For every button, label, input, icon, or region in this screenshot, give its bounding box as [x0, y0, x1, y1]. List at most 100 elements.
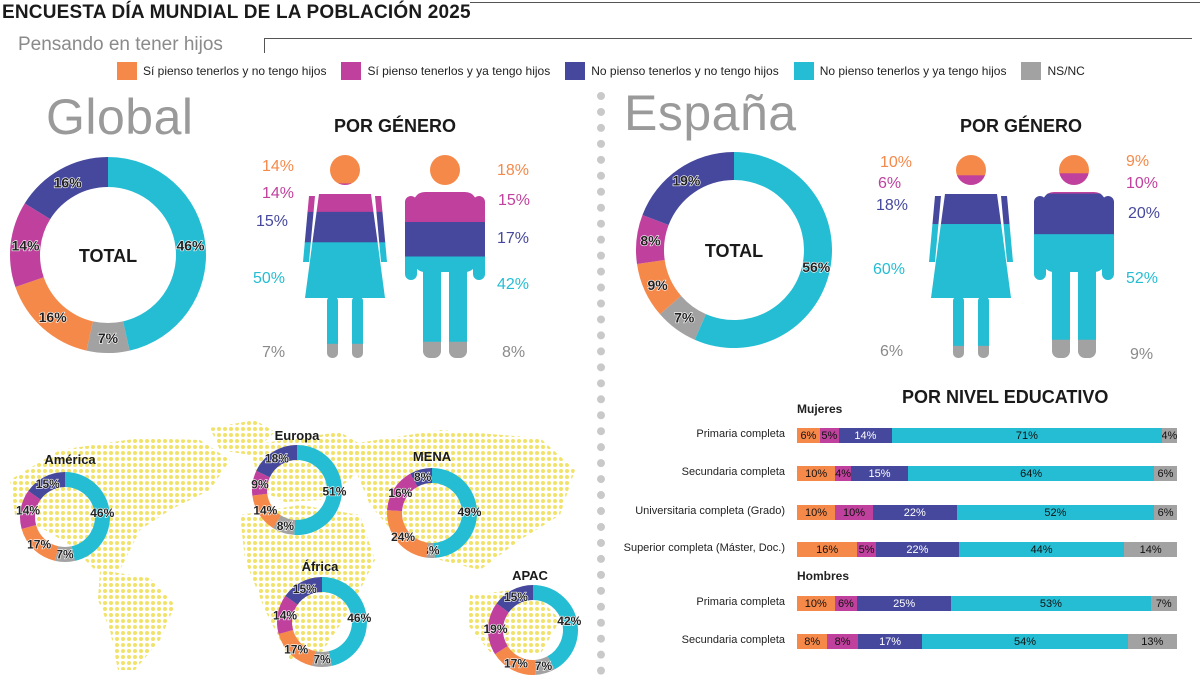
spain-man-band-si-ya	[1034, 173, 1114, 195]
global-woman-figure	[303, 155, 387, 358]
america-slice-nsnc	[55, 546, 75, 562]
global-total-label-no-no: 16%	[54, 174, 83, 190]
education-segment-nsnc: 4%	[1161, 428, 1177, 443]
education-segment-si-no: 10%	[797, 466, 836, 481]
europa-slice-no-ya	[294, 445, 342, 535]
spain-total-label-nsnc: 7%	[674, 310, 695, 326]
legend-item-si-ya: Sí pienso tenerlos y ya tengo hijos	[341, 62, 550, 80]
global-woman-band-no-ya	[303, 242, 387, 345]
header-rule	[470, 2, 1200, 3]
global-women-si-no: 14%	[262, 158, 295, 175]
america-label-no-ya: 46%	[90, 506, 114, 520]
legend-label: NS/NC	[1047, 64, 1085, 78]
education-segment-si-ya: 8%	[827, 634, 858, 649]
map-north-america	[10, 438, 230, 570]
spain-man-band-si-no	[1034, 155, 1114, 174]
education-bar: 10% 6% 25% 53% 7%	[797, 596, 1177, 611]
spain-woman-band-si-no	[929, 155, 1013, 176]
africa-label-si-ya: 14%	[273, 609, 297, 623]
education-segment-si-ya: 5%	[857, 542, 876, 557]
global-total-donut: 46% 7% 16% 14% 16% TOTAL	[9, 157, 206, 353]
europa-slice-si-ya	[252, 470, 270, 496]
global-men-si-no: 18%	[497, 162, 530, 179]
spain-title: España	[624, 85, 797, 141]
america-slice-no-no	[28, 472, 65, 500]
legend-swatch	[117, 62, 137, 80]
education-bar: 6% 5% 14% 71% 4%	[797, 428, 1177, 443]
america-label-si-ya: 14%	[16, 504, 40, 518]
mena-slice-si-ya	[387, 473, 418, 512]
global-woman-band-si-ya	[303, 183, 387, 213]
spain-men-nsnc: 9%	[1130, 346, 1154, 363]
africa-slice-si-ya	[277, 595, 298, 634]
mena-label-si-ya: 16%	[388, 486, 412, 500]
global-total-label-si-ya: 14%	[11, 238, 40, 254]
global-man-band-nsnc	[405, 341, 485, 358]
legend-label: No pienso tenerlos y ya tengo hijos	[819, 64, 1007, 78]
global-women-no-no: 15%	[256, 213, 289, 230]
africa-slice-nsnc	[312, 651, 332, 667]
spain-total-slice-nsnc	[659, 295, 706, 340]
legend-item-nsnc: NS/NC	[1021, 62, 1085, 80]
africa-label-no-ya: 46%	[347, 611, 371, 625]
global-total-slice-si-no	[15, 277, 94, 351]
education-title: POR NIVEL EDUCATIVO	[902, 387, 1109, 407]
mena-region-name: MENA	[413, 449, 452, 464]
africa-label-nsnc: 7%	[313, 653, 331, 667]
global-total-slice-si-ya	[9, 203, 51, 288]
spain-women-no-ya: 60%	[873, 261, 906, 278]
education-segment-no-no: 15%	[850, 466, 909, 481]
mena-slice-no-no	[410, 468, 432, 487]
spain-woman-band-no-no	[929, 187, 1013, 225]
europa-slice-nsnc	[272, 515, 296, 535]
europa-slice-no-no	[256, 445, 297, 478]
mena-slice-nsnc	[426, 542, 435, 558]
legend-swatch	[565, 62, 586, 80]
education-row-label: Primaria completa	[696, 596, 785, 608]
legend-item-si-no: Sí pienso tenerlos y no tengo hijos	[117, 62, 326, 80]
legend-swatch	[1021, 62, 1042, 80]
spain-total-label-no-ya: 56%	[802, 259, 831, 275]
education-row-label: Secundaria completa	[681, 466, 785, 478]
spain-total-donut: 56% 7% 9% 8% 19% TOTAL	[636, 152, 832, 348]
global-total-slice-nsnc	[86, 321, 130, 353]
education-segment-no-ya: 52%	[956, 505, 1155, 520]
apac-label-no-no: 15%	[504, 590, 528, 604]
section-divider	[597, 92, 605, 675]
europa-label-no-ya: 51%	[322, 484, 346, 498]
global-men-nsnc: 8%	[502, 344, 526, 361]
europa-region-name: Europa	[275, 428, 321, 443]
education-segment-no-ya: 54%	[922, 634, 1128, 649]
education-segment-no-ya: 64%	[908, 466, 1154, 481]
america-slice-no-ya	[65, 472, 110, 561]
mena-label-no-ya: 49%	[457, 505, 481, 519]
apac-slice-no-no	[496, 585, 533, 613]
spain-men-si-ya: 10%	[1126, 175, 1159, 192]
apac-slice-si-ya	[488, 603, 509, 655]
regional-donuts: 46%7%17%14%15%América51%8%14%9%18%Europa…	[15, 428, 582, 675]
education-row-label: Primaria completa	[696, 428, 785, 440]
global-total-label-si-no: 16%	[39, 309, 68, 325]
global-total-label-no-ya: 46%	[176, 238, 205, 254]
education-row-label: Universitaria completa (Grado)	[635, 505, 785, 517]
education-segment-nsnc: 14%	[1124, 542, 1177, 557]
global-man-band-no-no	[405, 221, 485, 257]
page-title: ENCUESTA DÍA MUNDIAL DE LA POBLACIÓN 202…	[2, 2, 471, 23]
spain-total-center-label: TOTAL	[705, 241, 763, 261]
europa-label-nsnc: 8%	[277, 519, 295, 533]
spain-women-nsnc: 6%	[880, 343, 904, 360]
spain-women-si-no: 10%	[880, 154, 913, 171]
education-group-men: Hombres	[797, 569, 850, 583]
spain-man-band-nsnc	[1034, 339, 1114, 358]
america-slice-si-no	[21, 524, 59, 561]
mena-slice-no-ya	[432, 468, 478, 558]
education-segment-nsnc: 7%	[1150, 596, 1177, 611]
spain-woman-band-no-ya	[929, 224, 1013, 347]
education-segment-nsnc: 6%	[1154, 505, 1177, 520]
apac-label-si-ya: 19%	[484, 622, 508, 636]
global-man-band-si-no	[405, 155, 485, 193]
legend-label: Sí pienso tenerlos y no tengo hijos	[143, 64, 327, 78]
spain-total-label-no-no: 19%	[672, 173, 701, 189]
spain-gender-title: POR GÉNERO	[960, 116, 1083, 136]
spain-women-no-no: 18%	[876, 197, 909, 214]
